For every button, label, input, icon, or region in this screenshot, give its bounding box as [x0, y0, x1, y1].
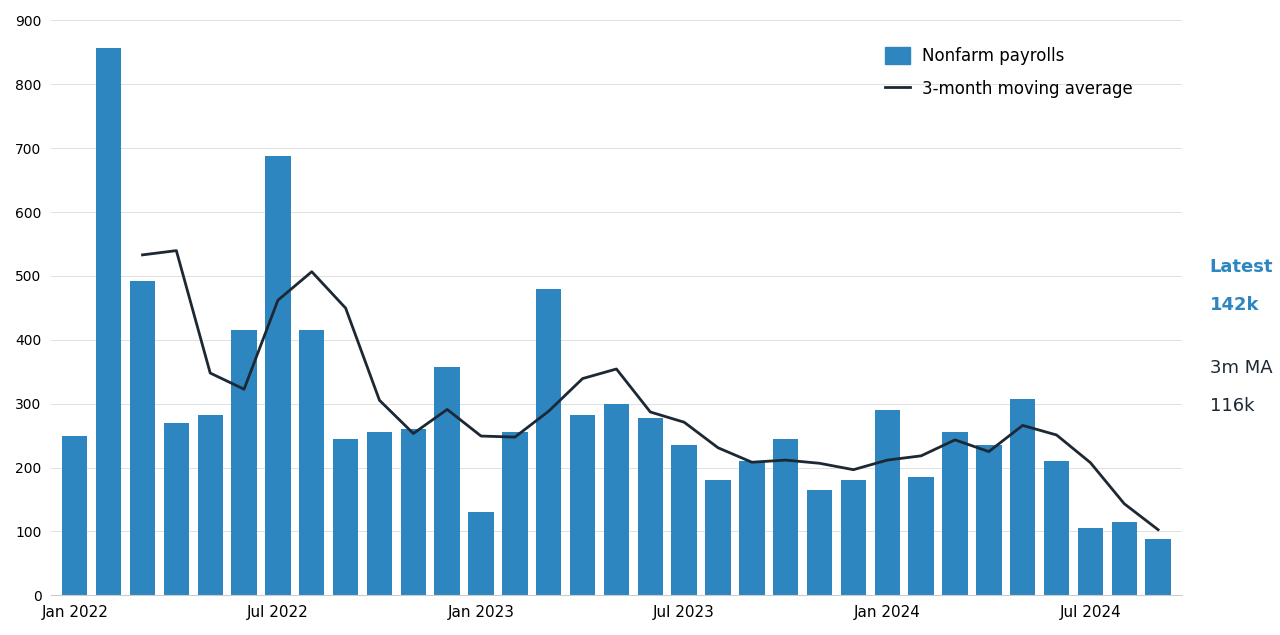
Bar [637, 418, 663, 595]
Text: 142k: 142k [1210, 296, 1260, 314]
Bar [1111, 522, 1137, 595]
Bar [1044, 461, 1069, 595]
Bar [977, 445, 1001, 595]
Legend: Nonfarm payrolls, 3-month moving average: Nonfarm payrolls, 3-month moving average [879, 41, 1139, 105]
Text: 3m MA: 3m MA [1210, 359, 1272, 377]
Bar [1146, 539, 1171, 595]
Bar [300, 330, 324, 595]
Bar [1078, 528, 1103, 595]
Bar [1010, 399, 1036, 595]
Bar [96, 48, 122, 595]
Bar [773, 439, 799, 595]
Bar [672, 445, 696, 595]
Bar [333, 439, 358, 595]
Bar [164, 423, 189, 595]
Bar [942, 432, 968, 595]
Bar [197, 415, 223, 595]
Bar [570, 415, 595, 595]
Text: Latest: Latest [1210, 258, 1274, 276]
Bar [604, 404, 630, 595]
Bar [232, 330, 257, 595]
Text: 116k: 116k [1210, 398, 1254, 415]
Bar [265, 156, 291, 595]
Bar [468, 512, 494, 595]
Bar [909, 477, 934, 595]
Bar [874, 410, 900, 595]
Bar [129, 281, 155, 595]
Bar [502, 432, 527, 595]
Bar [739, 461, 764, 595]
Bar [63, 436, 87, 595]
Bar [806, 490, 832, 595]
Bar [536, 289, 562, 595]
Bar [401, 429, 426, 595]
Bar [434, 366, 460, 595]
Bar [367, 432, 392, 595]
Bar [841, 480, 867, 595]
Bar [705, 480, 731, 595]
